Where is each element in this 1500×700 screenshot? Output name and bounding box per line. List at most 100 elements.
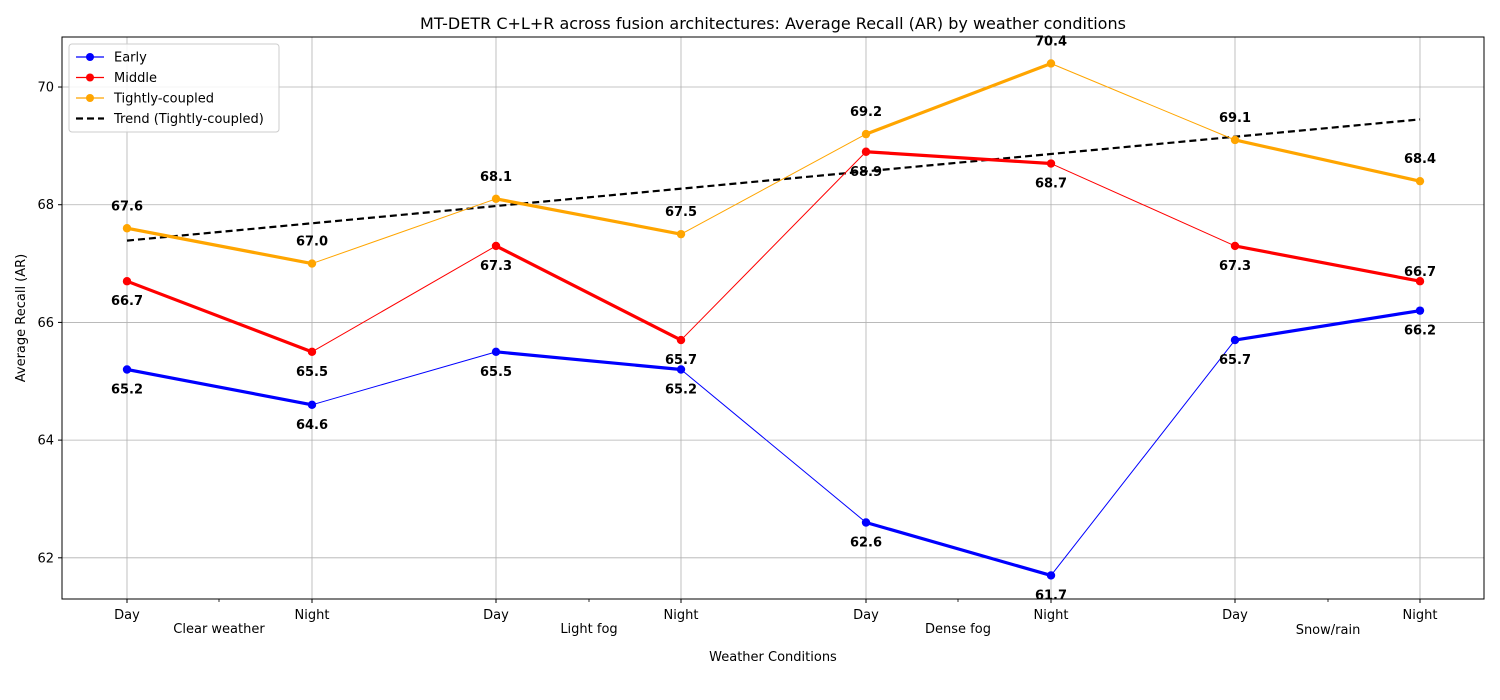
data-label: 70.4 (1035, 34, 1067, 49)
x-tick-label: Night (1403, 608, 1438, 623)
data-label: 68.4 (1404, 152, 1436, 167)
data-label: 66.7 (111, 294, 143, 309)
series-line-segment (1233, 138, 1422, 183)
data-label: 67.3 (1219, 259, 1251, 274)
data-point (491, 347, 501, 357)
x-axis-label: Weather Conditions (709, 650, 837, 665)
trend-line (126, 118, 1421, 242)
y-axis: 62 64 66 68 70 (37, 81, 62, 566)
legend-label: Tightly-coupled (113, 92, 214, 107)
legend-marker (86, 73, 94, 82)
legend-label: Middle (114, 71, 157, 86)
data-label: 66.2 (1404, 324, 1436, 339)
data-label: 65.5 (296, 365, 328, 380)
data-label: 62.6 (850, 535, 882, 550)
data-label: 64.6 (296, 418, 328, 433)
series-line-segment (311, 351, 497, 406)
data-point (1046, 59, 1056, 68)
data-point (122, 277, 132, 286)
data-point (307, 259, 317, 268)
series-line-segment (1050, 163, 1236, 247)
series-line-segment (125, 367, 314, 407)
x-tick-label: Night (664, 608, 699, 623)
series-line-segment (864, 520, 1053, 578)
x-tick-label: Day (853, 608, 879, 623)
x-tick-label: Day (114, 608, 140, 623)
series-line-segment (680, 368, 867, 523)
y-tick-label: 68 (37, 198, 54, 213)
series-line-segment (680, 133, 867, 235)
x-tick-label: Day (483, 608, 509, 623)
series-line-segment (125, 279, 314, 354)
data-point (307, 400, 317, 410)
data-point (122, 224, 132, 233)
data-label: 67.3 (480, 259, 512, 274)
legend-label: Early (114, 51, 147, 66)
data-label: 69.1 (1219, 111, 1251, 126)
data-label: 69.2 (850, 105, 882, 120)
legend-label: Trend (Tightly-coupled) (113, 112, 264, 127)
legend-marker (86, 53, 94, 61)
data-point (1230, 241, 1240, 251)
plot-area-frame (61, 36, 1485, 600)
series-line-segment (494, 197, 683, 236)
x-group-label: Dense fog (925, 622, 991, 637)
series-layer (122, 59, 1425, 580)
series-line-segment (864, 150, 1053, 166)
data-label: 65.2 (665, 382, 697, 397)
series-line-segment (125, 226, 314, 266)
data-point (1230, 135, 1240, 145)
data-label: 66.7 (1404, 265, 1436, 280)
data-point (861, 518, 871, 527)
data-label: 68.1 (480, 170, 512, 185)
data-point (307, 347, 317, 357)
group-labels: Clear weather Light fog Dense fog Snow/rain (173, 622, 1360, 638)
y-tick-label: 66 (37, 316, 54, 331)
data-point (491, 194, 501, 204)
x-tick-label: Night (295, 608, 330, 623)
data-point (676, 365, 686, 374)
data-point (1046, 571, 1056, 580)
x-group-label: Light fog (560, 622, 617, 637)
y-tick-label: 64 (37, 434, 54, 449)
data-point (861, 147, 871, 156)
series-line-segment (1233, 309, 1422, 342)
legend-box (68, 43, 280, 133)
series-line-segment (311, 198, 497, 265)
x-group-label: Clear weather (173, 622, 265, 637)
data-point (676, 335, 686, 345)
chart-title: MT-DETR C+L+R across fusion architecture… (420, 14, 1126, 33)
series-line-segment (1050, 339, 1236, 576)
y-tick-label: 70 (37, 81, 54, 96)
series-line-segment (864, 61, 1053, 136)
data-point (1230, 335, 1240, 345)
data-point (861, 129, 871, 139)
data-label: 65.5 (480, 365, 512, 380)
data-point (1415, 176, 1425, 186)
series-line-segment (680, 151, 867, 341)
x-axis: Day Night Day Night Day Night Day Night (114, 599, 1437, 623)
data-label: 61.7 (1035, 588, 1067, 603)
series-line-segment (311, 245, 497, 353)
series-line-segment (494, 350, 683, 372)
x-group-label: Snow/rain (1296, 623, 1361, 638)
data-label: 67.6 (111, 199, 143, 214)
data-point (1415, 277, 1425, 286)
data-point (122, 365, 132, 374)
data-point (1415, 306, 1425, 315)
series-line-segment (494, 244, 683, 342)
data-label: 67.5 (665, 205, 697, 220)
data-label: 67.0 (296, 235, 328, 250)
data-labels: 65.2 64.6 65.5 65.2 62.6 61.7 65.7 66.2 66.7 65.5… (111, 34, 1436, 603)
data-point (676, 229, 686, 239)
x-tick-label: Night (1034, 608, 1069, 623)
data-point (491, 241, 501, 251)
x-tick-label: Day (1222, 608, 1248, 623)
data-label: 65.7 (665, 353, 697, 368)
data-label: 68.7 (1035, 177, 1067, 192)
data-label: 68.9 (850, 165, 882, 180)
legend-marker (86, 94, 94, 102)
series-line-segment (1050, 62, 1236, 141)
series-line-segment (1233, 244, 1422, 283)
